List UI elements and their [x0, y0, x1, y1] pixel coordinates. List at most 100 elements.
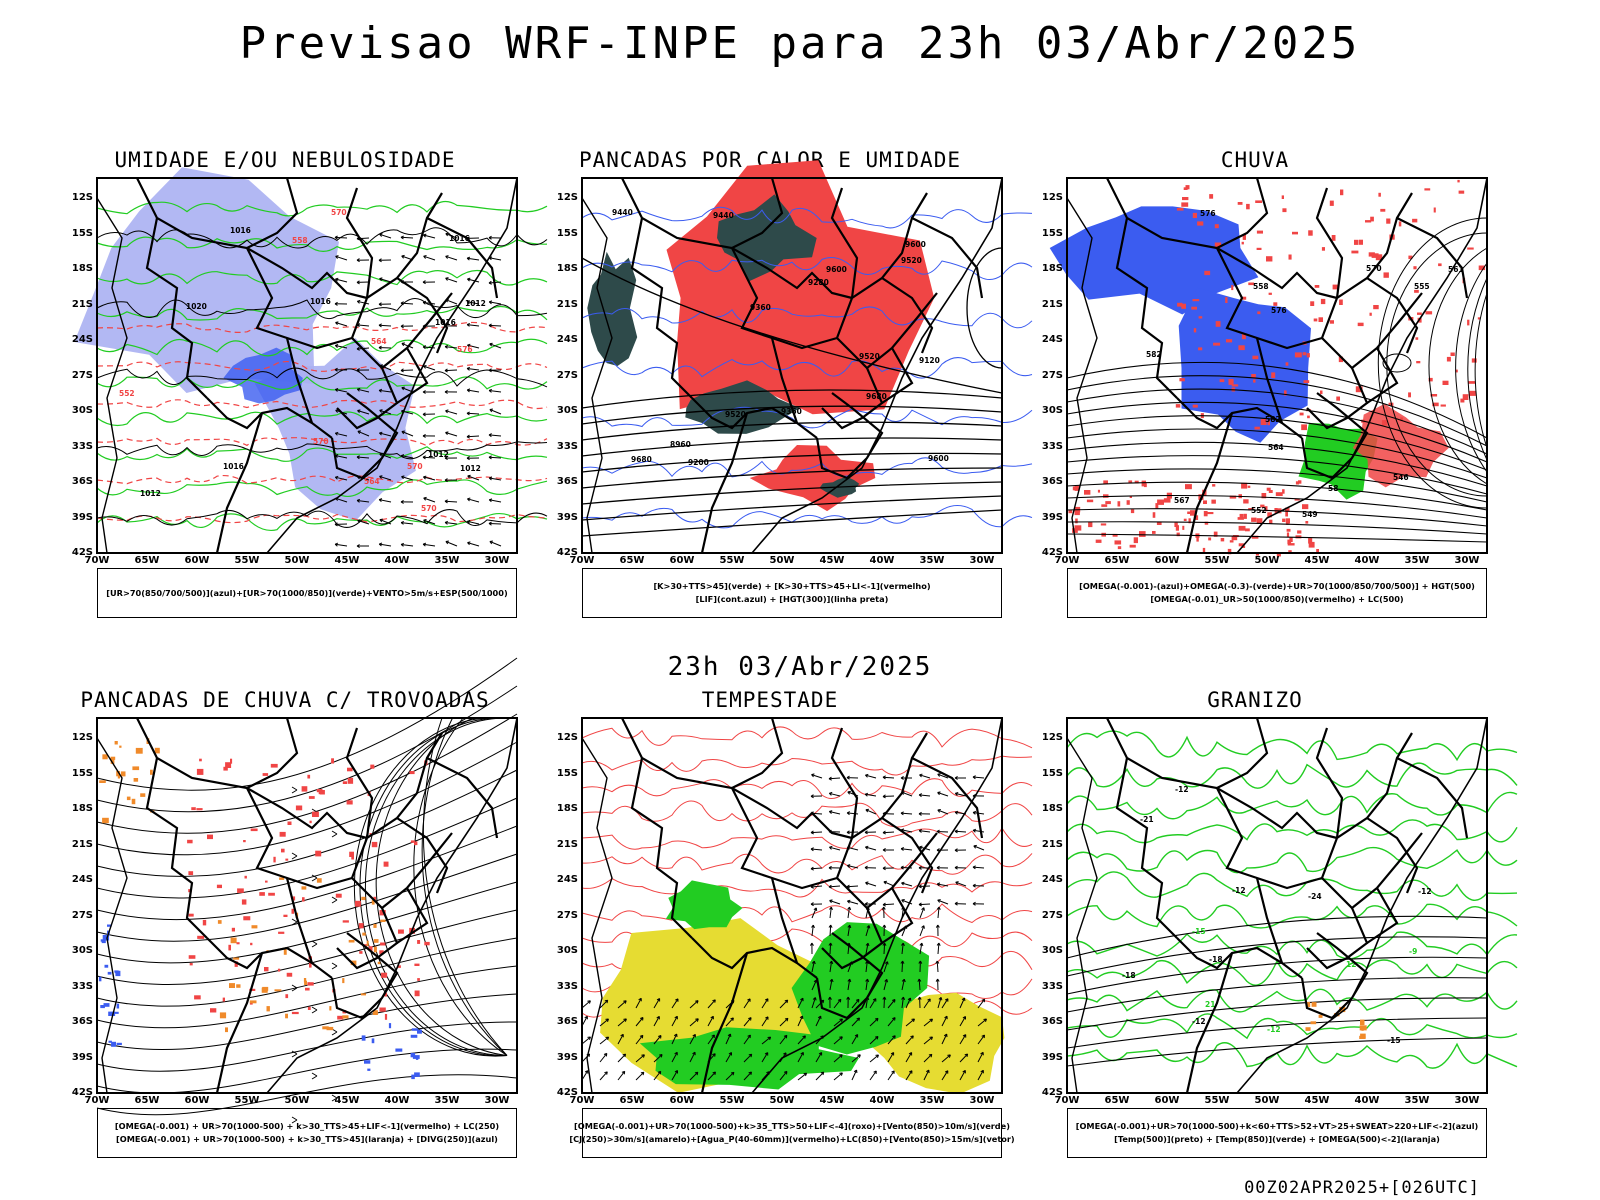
- wind-vector: [811, 997, 816, 1009]
- rain-speck: [1415, 337, 1419, 340]
- contour-line: [1066, 388, 1488, 455]
- wind-vector: [833, 1072, 843, 1081]
- wind-vector: [887, 1017, 896, 1027]
- wind-vector: [959, 1034, 967, 1045]
- model-run-label: 00Z02APR2025+[026UTC]: [1244, 1178, 1480, 1198]
- thunder-speck: [234, 961, 238, 967]
- wind-vector-head: [445, 540, 449, 545]
- wind-vector-head: [883, 880, 887, 885]
- wind-vector-head: [401, 254, 405, 259]
- rain-speck: [1269, 519, 1273, 524]
- longitude-tick-label: 45W: [334, 1095, 360, 1106]
- latitude-tick-label: 18S: [556, 263, 578, 274]
- thunder-speck: [230, 758, 233, 764]
- shower-speck: [373, 946, 377, 953]
- map-area[interactable]: 9680 9680 9600 9520 9600 9520 9440 9360 9280 9200…: [557, 160, 1033, 566]
- thunder-speck: [301, 786, 308, 792]
- wind-vector: [865, 793, 877, 797]
- streamline: [96, 853, 518, 942]
- thunder-speck: [202, 919, 207, 926]
- wind-vector-head: [784, 999, 789, 1004]
- wind-vector: [379, 453, 392, 459]
- rain-speck: [1242, 545, 1246, 548]
- divergence-speck: [364, 1060, 371, 1064]
- latitude-tick-label: 24S: [1041, 334, 1063, 345]
- rain-speck: [1242, 234, 1246, 240]
- wind-vector: [977, 1070, 984, 1081]
- rain-speck: [1084, 490, 1091, 495]
- longitude-tick-label: 65W: [1104, 1095, 1130, 1106]
- longitude-tick-label: 30W: [1454, 1095, 1480, 1106]
- wind-vector: [761, 1016, 769, 1027]
- map-area[interactable]: 582 576 576 570 564 561 558 555 552 549 546 567 582 5…: [1042, 177, 1488, 566]
- contour-label: 21: [1205, 1000, 1215, 1009]
- wind-vector: [919, 774, 931, 779]
- wind-vector: [865, 846, 877, 851]
- contour-label: 9600: [905, 240, 926, 249]
- latitude-tick-label: 42S: [71, 547, 93, 558]
- wind-vector-head: [730, 1017, 734, 1021]
- thunder-speck: [410, 840, 415, 843]
- latitude-tick-label: 21S: [556, 838, 578, 850]
- wind-vector-head: [864, 792, 869, 797]
- shower-speck: [373, 924, 377, 928]
- wind-vector-head: [846, 996, 851, 1000]
- wind-vector-head: [467, 343, 471, 348]
- wind-vector-head: [936, 906, 941, 910]
- wind-vector: [599, 1036, 609, 1045]
- hail-speck: [1310, 1021, 1317, 1025]
- longitude-tick-label: 35W: [1404, 555, 1430, 566]
- map-area[interactable]: 1012 1012 1012 1016 1012 1016 1016 1016 1016 1020…: [72, 167, 548, 566]
- contour-line: [1474, 292, 1488, 449]
- wind-vector-head: [884, 979, 889, 983]
- wind-vector: [815, 999, 825, 1009]
- wind-vector: [401, 342, 414, 349]
- rain-speck: [1117, 501, 1121, 507]
- rain-speck: [1274, 508, 1278, 511]
- legend-line: [OMEGA(-0.001)-(azul)+OMEGA(-0.3)-(verde…: [1079, 581, 1475, 591]
- streamline: [96, 797, 518, 899]
- rain-speck: [1241, 482, 1248, 489]
- contour-line: [581, 257, 1003, 394]
- rain-speck: [1176, 207, 1184, 211]
- latitude-tick-label: 36S: [71, 1016, 93, 1027]
- wind-vector: [357, 324, 370, 327]
- wind-vector-head: [919, 942, 924, 947]
- wind-vector-head: [803, 1072, 808, 1077]
- panel-umidade-nebulosidade: UMIDADE E/OU NEBULOSIDADE 1012 1012 1012 10…: [50, 148, 548, 618]
- wind-vector: [445, 277, 458, 283]
- rain-speck: [1351, 250, 1359, 254]
- wind-vector: [959, 1053, 968, 1063]
- map-area[interactable]: 12S 15S 18S 21S 24S 27S 30S 33S 36S 39S 42S 70W 65W 6…: [72, 657, 518, 1124]
- rain-speck: [1174, 522, 1178, 527]
- wind-vector-head: [818, 1052, 823, 1056]
- wind-vector-head: [954, 792, 959, 796]
- wind-vector: [379, 364, 392, 371]
- wind-vector: [488, 456, 502, 459]
- rain-speck: [1307, 415, 1310, 419]
- convective-area: [717, 194, 817, 281]
- rain-speck: [1413, 266, 1417, 270]
- wind-vector-head: [334, 367, 338, 372]
- wind-vector-head: [444, 456, 448, 461]
- rain-speck: [1187, 511, 1193, 514]
- divergence-speck: [100, 1005, 105, 1009]
- wind-vector: [379, 389, 392, 393]
- rain-speck: [1183, 518, 1187, 521]
- wind-vector: [869, 1018, 879, 1027]
- latitude-tick-label: 12S: [556, 732, 578, 743]
- map-area[interactable]: 12S 15S 18S 21S 24S 27S 30S 33S 36S 39S 42S 70W 65W 6…: [557, 717, 1033, 1106]
- contour-label: 9200: [688, 458, 709, 467]
- wind-vector: [489, 541, 502, 547]
- longitude-tick-label: 40W: [1354, 555, 1380, 566]
- rain-speck: [1285, 507, 1290, 512]
- thunder-speck: [347, 767, 353, 772]
- coastline: [1066, 197, 1098, 554]
- wind-vector-head: [828, 924, 833, 928]
- map-area[interactable]: -12 -12 -12 -15 -18 -21 -24 -12 -18 21 -12 -15 -9 12 1…: [1042, 717, 1518, 1106]
- wind-vector: [954, 830, 967, 833]
- rain-speck: [1155, 503, 1159, 509]
- wind-vector-head: [488, 388, 493, 393]
- rain-speck: [1243, 513, 1247, 519]
- wind-vector-head: [467, 474, 471, 479]
